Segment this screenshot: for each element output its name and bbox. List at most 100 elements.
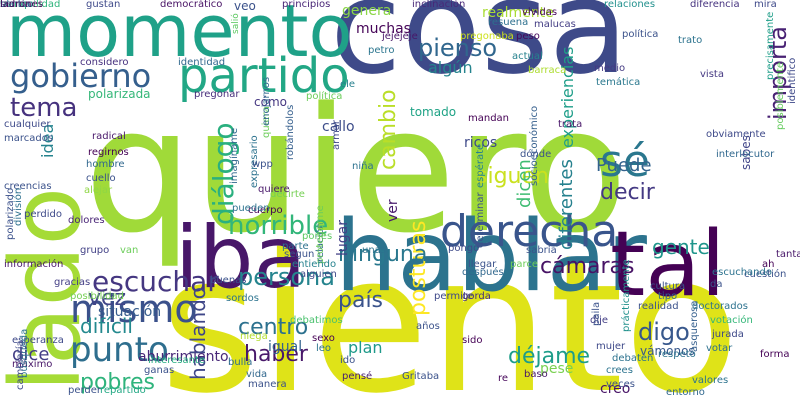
word-gritaba: Gritaba	[402, 371, 440, 382]
word-baso: baso	[524, 369, 548, 380]
word-dolores: dolores	[68, 215, 105, 226]
word-protegerme: protegerme	[315, 205, 326, 264]
word-ele: ele	[340, 79, 356, 90]
word-gobierno: gobierno	[10, 57, 152, 95]
word-debaten: debaten	[612, 353, 654, 364]
word-maximo: máximo	[12, 359, 53, 370]
word-tal: tal	[610, 212, 726, 317]
word-quiero: quiero	[84, 70, 628, 271]
word-practicamente: prácticamente	[621, 259, 632, 332]
word-sentia: sentía	[0, 0, 31, 10]
word-tantas: tantas	[776, 249, 800, 260]
word-posturas: posturas	[406, 220, 431, 316]
word-interlocutor: interlocutor	[716, 149, 775, 160]
word-ninguna: ninguna	[338, 242, 428, 267]
word-marcados: marcados	[4, 133, 54, 144]
word-vividas: vividas	[522, 7, 558, 18]
word-cambiaria: cambiaría	[15, 340, 26, 390]
word-alguien: alguien	[300, 269, 337, 280]
word-polarizada: polarizada	[88, 87, 151, 101]
word-blanco: blanco	[0, 0, 34, 10]
word-buenas: buenas	[210, 275, 247, 286]
word-determinar: determinar	[475, 192, 486, 248]
word-igual: igual	[268, 339, 303, 355]
word-decir: decir	[600, 180, 655, 205]
word-gracias: gracias	[54, 277, 91, 288]
word-actual: actual	[512, 51, 543, 62]
word-sexo: sexo	[312, 333, 335, 344]
word-parce: parce	[510, 259, 539, 270]
word-momento: momento	[6, 0, 353, 73]
word-gorda: gorda	[462, 291, 491, 302]
word-pense: pensé	[342, 371, 373, 382]
word-partido: partido	[178, 48, 350, 104]
word-politica: política	[306, 91, 343, 102]
word-dije: dije	[590, 315, 609, 326]
word-realmente: realmente	[482, 5, 554, 21]
word-puede: Puede	[596, 155, 652, 176]
word-dejame: déjame	[508, 344, 591, 369]
word-interesante: interesante	[148, 355, 205, 366]
word-mandan: mandan	[468, 113, 510, 124]
word-escuchando: escuchando	[712, 267, 772, 278]
word-centro: centro	[238, 315, 309, 340]
word-tematica: temática	[596, 77, 641, 88]
word-gente: gente	[652, 235, 710, 259]
word-dificil: difícil	[80, 314, 133, 338]
word-pongo: pongo	[448, 243, 480, 254]
word-cambio: cambio	[376, 89, 401, 170]
word-experiencias: experiencias	[558, 46, 577, 148]
word-entiendo: entiendo	[292, 259, 337, 270]
word-votar: votar	[706, 343, 733, 354]
word-situacion: situación	[98, 304, 162, 320]
word-se: sé	[600, 136, 650, 187]
word-mira: mira	[754, 0, 777, 10]
word-barraca: barraca	[528, 65, 567, 76]
word-segun: segun	[284, 249, 315, 260]
word-parte: parte	[282, 241, 309, 252]
word-salio: salió	[231, 13, 241, 34]
word-tranquilidad: tranquilidad	[0, 0, 61, 10]
word-despues: después	[462, 267, 504, 278]
word-politica: política	[622, 29, 659, 40]
word-genera: genera	[342, 3, 392, 19]
word-pobres: pobres	[80, 370, 155, 395]
word-tipo: tipo	[658, 291, 678, 302]
word-permite: permite	[434, 291, 474, 302]
word-camaras: cámaras	[540, 254, 635, 279]
word-mujer: mujer	[596, 341, 626, 352]
word-cosa: cosa	[330, 0, 629, 103]
word-esperanza: esperanza	[12, 335, 64, 346]
word-haber: haber	[244, 342, 308, 367]
word-pese: pese	[540, 361, 574, 377]
word-informacion: información	[4, 259, 64, 270]
word-da: da	[710, 279, 723, 290]
word-identifico: identifico	[787, 57, 798, 104]
word-petro: petro	[368, 45, 395, 56]
word-principios: principios	[282, 0, 331, 10]
word-re: re	[498, 373, 509, 384]
word-diferencia: diferencia	[690, 0, 740, 10]
word-sido: sido	[462, 335, 483, 346]
word-pienso: pienso	[418, 34, 498, 62]
word-persona: persona	[238, 263, 335, 291]
word-anos: años	[416, 321, 440, 332]
word-aburrimiento: aburrimiento	[138, 349, 229, 365]
word-algun: algún	[428, 58, 473, 77]
word-creencias: creencias	[4, 181, 52, 192]
word-plan: plan	[348, 338, 383, 357]
word-hablar: hablar	[335, 200, 647, 314]
word-hablando: hablando	[186, 286, 210, 380]
word-entorno: entorno	[666, 387, 705, 398]
word-ricos: ricos	[464, 135, 498, 151]
word-cuello: cuello	[86, 173, 116, 184]
word-debatimos: debatimos	[290, 315, 343, 326]
word-perder: perder	[68, 385, 102, 396]
word-posiblemente: posiblemente	[775, 61, 786, 130]
word-vamonos: vámonos	[640, 344, 695, 358]
word-ver: ver	[385, 199, 401, 222]
word-doctorados: doctorados	[692, 301, 748, 312]
word-pones: pones	[302, 231, 333, 242]
word-manera: manera	[248, 379, 287, 390]
